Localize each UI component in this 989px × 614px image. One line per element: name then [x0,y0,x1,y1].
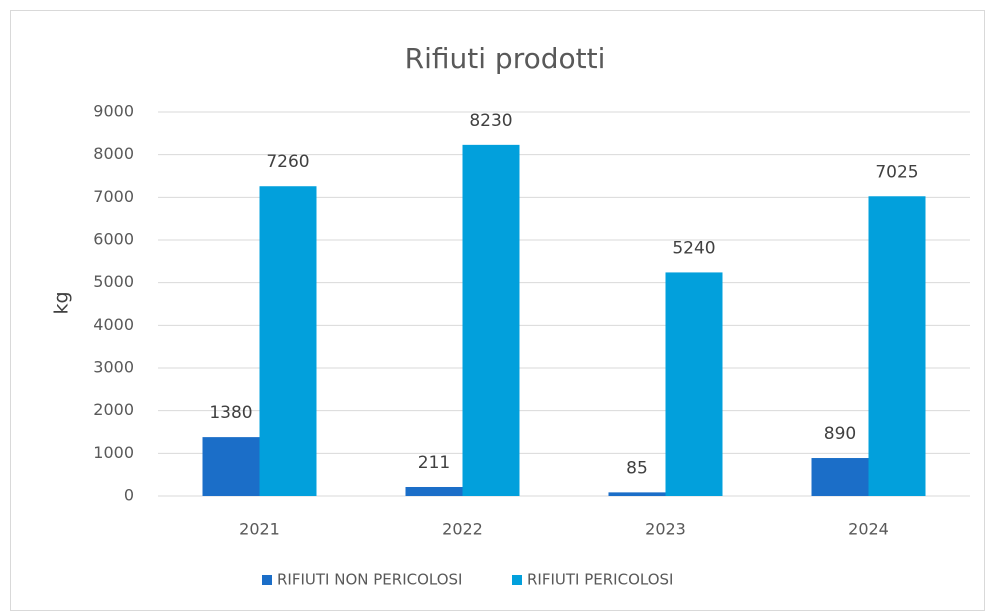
bar [608,492,666,496]
value-label: 7260 [266,152,309,172]
y-tick-label: 8000 [93,144,134,163]
bar [405,486,463,496]
x-tick-label: 2022 [442,520,483,539]
legend-label: RIFIUTI NON PERICOLOSI [277,571,462,589]
y-tick-label: 9000 [93,102,134,121]
y-tick-label: 7000 [93,187,134,206]
value-label: 211 [418,453,450,473]
y-tick-label: 6000 [93,230,134,249]
legend-label: RIFIUTI PERICOLOSI [527,571,673,589]
x-tick-label: 2024 [848,520,889,539]
y-tick-label: 5000 [93,272,134,291]
value-label: 1380 [209,403,252,423]
x-tick-label: 2023 [645,520,686,539]
value-label: 7025 [875,162,918,182]
y-tick-label: 2000 [93,400,134,419]
chart-title: Rifiuti prodotti [405,42,606,75]
bar [202,437,260,496]
value-label: 8230 [469,111,512,131]
y-tick-label: 4000 [93,315,134,334]
bar [665,272,723,496]
bar [811,458,869,496]
bar [868,196,926,496]
bar [462,144,520,496]
y-tick-label: 0 [124,486,134,505]
x-tick-label: 2021 [239,520,280,539]
value-label: 85 [626,458,648,478]
y-axis-label: kg [51,291,73,314]
bar [259,186,317,497]
value-label: 890 [824,424,856,444]
y-tick-label: 1000 [93,443,134,462]
legend-swatch [512,575,522,585]
value-label: 5240 [672,238,715,258]
legend-swatch [262,575,272,585]
y-tick-label: 3000 [93,358,134,377]
